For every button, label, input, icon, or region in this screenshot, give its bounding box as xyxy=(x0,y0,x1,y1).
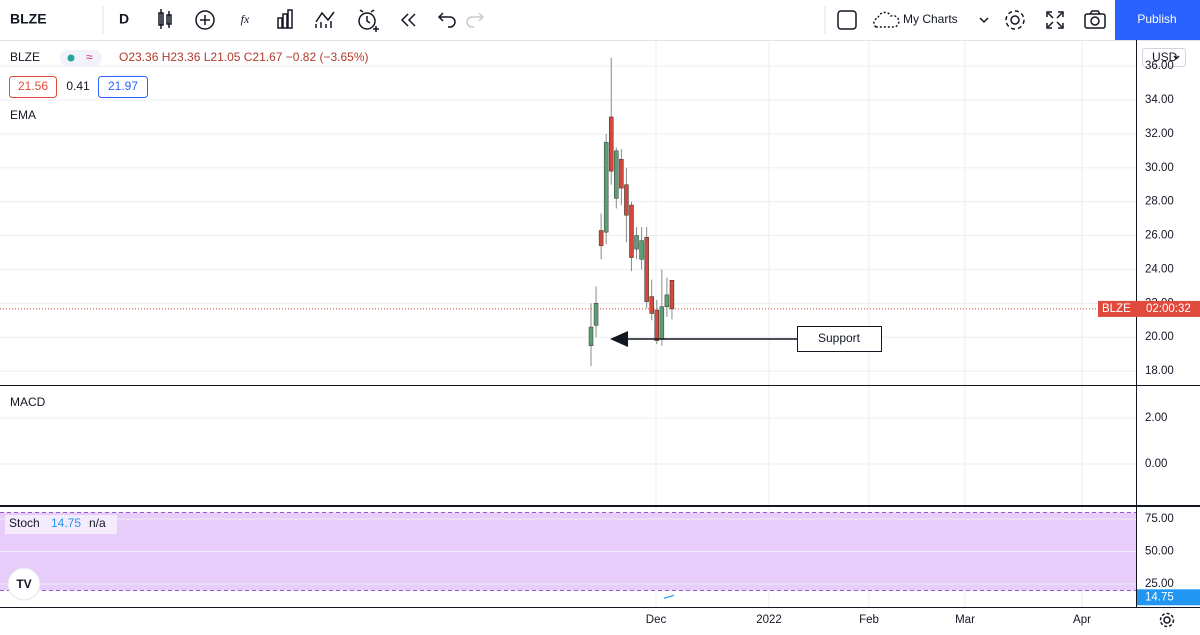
grid xyxy=(0,40,1136,607)
candle-type-icon[interactable] xyxy=(158,9,172,29)
compare-icon[interactable] xyxy=(195,10,215,30)
arrow-head xyxy=(610,331,628,347)
ema-label: EMA xyxy=(10,108,36,122)
snapshot-icon[interactable] xyxy=(1084,10,1106,29)
symbol[interactable]: BLZE xyxy=(10,11,47,27)
redo-icon[interactable] xyxy=(466,12,485,28)
bid[interactable]: 21.56 xyxy=(18,79,48,93)
y-tick-label: 0.00 xyxy=(1145,458,1167,470)
y-tick-label: 18.00 xyxy=(1145,365,1174,377)
candle-body xyxy=(624,184,629,216)
logo-badge[interactable] xyxy=(7,567,41,601)
layout-icon[interactable] xyxy=(837,10,857,30)
y-tick-label: 75.00 xyxy=(1145,513,1174,525)
bid-box[interactable] xyxy=(9,76,57,98)
x-tick-label: Dec xyxy=(646,614,667,626)
stoch-legend-bg xyxy=(5,515,117,534)
annotation: Support xyxy=(818,331,861,345)
x-tick-label: Mar xyxy=(955,614,975,626)
candle-body xyxy=(669,280,675,310)
indicators-icon[interactable]: fx xyxy=(241,12,250,26)
axis-settings-icon[interactable] xyxy=(1159,612,1175,628)
candle-body xyxy=(614,150,619,199)
status-pill xyxy=(60,50,102,66)
candle-body xyxy=(588,326,594,346)
stoch-line xyxy=(663,594,675,599)
y-tick-label: 20.00 xyxy=(1145,331,1174,343)
macd-label: MACD xyxy=(10,395,46,409)
financials-icon[interactable] xyxy=(315,11,335,28)
fullscreen-icon[interactable] xyxy=(1046,11,1064,29)
stoch-status: n/a xyxy=(89,516,106,530)
marks xyxy=(588,57,675,367)
currency-button[interactable] xyxy=(1142,48,1186,67)
logo[interactable]: TV xyxy=(16,577,31,591)
candle-body xyxy=(629,204,634,258)
stoch-tag xyxy=(1137,589,1200,606)
x-tick-label: 2022 xyxy=(756,614,782,626)
legend-ohlc: O23.36 H23.36 L21.05 C21.67 −0.82 (−3.65… xyxy=(119,50,369,64)
legend-symbol: BLZE xyxy=(10,50,40,64)
toolbar xyxy=(0,0,1200,40)
candle-body xyxy=(603,142,609,233)
y-tick-label: 50.00 xyxy=(1145,546,1174,558)
annotation-box xyxy=(797,326,882,352)
currency[interactable]: USD xyxy=(1152,50,1178,64)
settings-icon[interactable] xyxy=(1005,10,1025,30)
candle-body xyxy=(654,309,660,341)
candle-body xyxy=(664,294,670,307)
stoch-value: 14.75 xyxy=(51,516,81,530)
replay-icon[interactable] xyxy=(400,13,416,27)
price-tag-symbol: BLZE xyxy=(1102,303,1131,315)
ask-box[interactable] xyxy=(98,76,148,98)
candle-body xyxy=(649,296,654,314)
alert-icon[interactable] xyxy=(358,9,379,32)
y-tick-label: 2.00 xyxy=(1145,412,1167,424)
market-status xyxy=(67,54,75,62)
y-tick-label: 24.00 xyxy=(1145,263,1174,275)
x-tick-label: Apr xyxy=(1073,614,1091,626)
candle-body xyxy=(619,159,624,189)
candle-body xyxy=(634,235,639,250)
candle-body xyxy=(644,236,649,302)
stoch-tag-label: 14.75 xyxy=(1145,591,1174,603)
chevron[interactable] xyxy=(979,17,989,24)
candle-body xyxy=(639,240,644,260)
publish-button[interactable] xyxy=(1115,0,1200,40)
spread: 0.41 xyxy=(66,79,90,93)
y-tick-label: 28.00 xyxy=(1145,196,1174,208)
ask[interactable]: 21.97 xyxy=(108,79,138,93)
cloud-icon[interactable] xyxy=(873,11,900,28)
stoch-label: Stoch xyxy=(9,516,40,530)
y-tick-label: 36.00 xyxy=(1145,60,1174,72)
price-tag xyxy=(1098,300,1200,317)
publish-label[interactable]: Publish xyxy=(1137,12,1176,26)
interval[interactable]: D xyxy=(119,11,129,27)
delayed-status: ≈ xyxy=(86,50,93,64)
candle-body xyxy=(593,303,599,326)
candle-body xyxy=(608,116,614,172)
chevron[interactable] xyxy=(1173,55,1180,60)
layouts-menu[interactable]: My Charts xyxy=(903,12,958,26)
price-tag-countdown: 02:00:32 xyxy=(1146,303,1191,315)
y-tick-label: 30.00 xyxy=(1145,162,1174,174)
y-tick-label: 34.00 xyxy=(1145,94,1174,106)
undo-icon[interactable] xyxy=(437,12,456,28)
x-tick-label: Feb xyxy=(859,614,879,626)
candle-body xyxy=(659,306,665,340)
y-tick-label: 32.00 xyxy=(1145,128,1174,140)
y-tick-label: 26.00 xyxy=(1145,230,1174,242)
y-tick-label: 25.00 xyxy=(1145,578,1174,590)
candle-body xyxy=(598,230,604,246)
templates-icon[interactable] xyxy=(277,9,293,29)
